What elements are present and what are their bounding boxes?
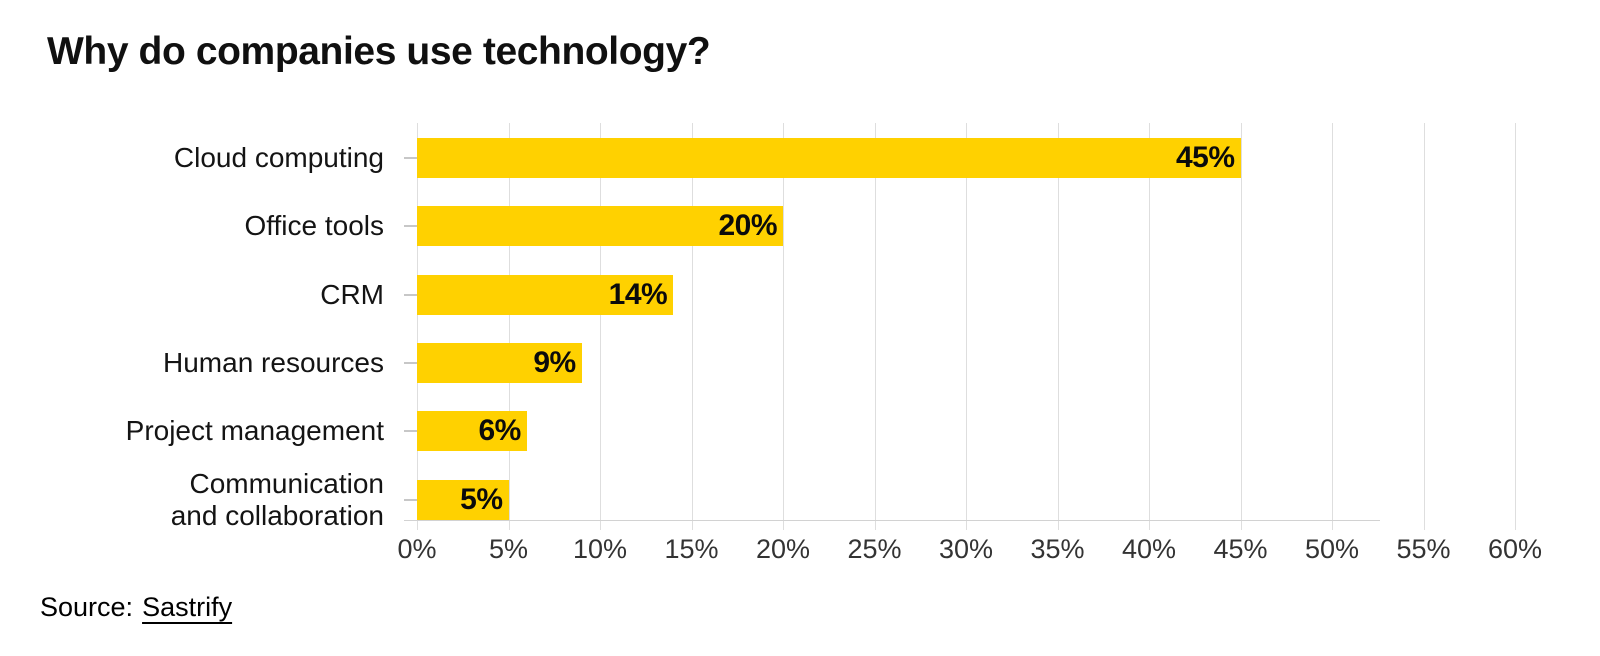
x-tick-label: 40% — [1121, 534, 1177, 564]
bar: 5% — [417, 479, 509, 520]
gridline — [691, 123, 693, 530]
value-label: 5% — [460, 482, 503, 516]
x-tick-label: 45% — [1213, 534, 1268, 564]
gridline — [1332, 123, 1333, 530]
bar: 20% — [417, 206, 783, 247]
category-tick — [404, 430, 417, 433]
category-tick — [404, 157, 417, 159]
gridline — [417, 123, 418, 530]
gridline — [508, 123, 510, 530]
category-label: Human resources — [163, 346, 384, 378]
value-label: 14% — [608, 277, 668, 311]
x-tick-label: 10% — [572, 534, 628, 564]
source-label: Source: Sastrify — [40, 592, 232, 623]
category-tick — [404, 293, 417, 296]
x-tick-label: 0% — [397, 534, 437, 564]
category-tick — [404, 361, 417, 364]
gridline — [600, 123, 601, 530]
category-label: Communication and collaboration — [170, 467, 384, 531]
gridline — [1515, 123, 1516, 530]
gridline — [1057, 123, 1059, 530]
value-label: 45% — [1175, 141, 1235, 174]
source-prefix: Source: — [40, 592, 134, 622]
x-tick-label: 15% — [664, 534, 719, 564]
category-label: Office tools — [244, 210, 384, 242]
category-label: CRM — [320, 278, 384, 310]
gridline — [783, 123, 784, 530]
category-label: Cloud computing — [173, 142, 384, 173]
category-label: Project management — [125, 415, 384, 447]
x-tick-label: 30% — [938, 534, 994, 564]
value-label: 9% — [533, 345, 576, 379]
value-label: 6% — [478, 414, 521, 448]
category-tick — [404, 225, 417, 228]
source-link[interactable]: Sastrify — [142, 592, 233, 622]
x-tick-label: 5% — [488, 534, 529, 564]
bar: 6% — [417, 411, 527, 452]
x-tick-label: 60% — [1487, 534, 1543, 564]
x-tick-label: 35% — [1030, 534, 1085, 564]
gridline — [1240, 123, 1242, 530]
x-tick-label: 50% — [1304, 534, 1360, 564]
chart-title: Why do companies use technology? — [47, 30, 711, 73]
gridline — [966, 123, 967, 530]
bar: 14% — [417, 274, 674, 315]
gridline — [1149, 123, 1150, 530]
x-axis-line — [404, 520, 1380, 521]
gridline — [1423, 123, 1425, 530]
x-tick-label: 20% — [755, 534, 811, 564]
category-tick — [404, 498, 417, 501]
x-tick-label: 55% — [1396, 534, 1451, 564]
x-tick-label: 25% — [847, 534, 902, 564]
bar: 9% — [417, 342, 582, 383]
gridline — [874, 123, 876, 530]
bar: 45% — [417, 138, 1241, 178]
value-label: 20% — [718, 209, 777, 243]
